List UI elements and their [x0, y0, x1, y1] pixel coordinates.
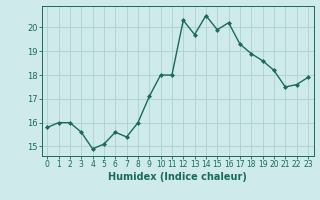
X-axis label: Humidex (Indice chaleur): Humidex (Indice chaleur) [108, 172, 247, 182]
